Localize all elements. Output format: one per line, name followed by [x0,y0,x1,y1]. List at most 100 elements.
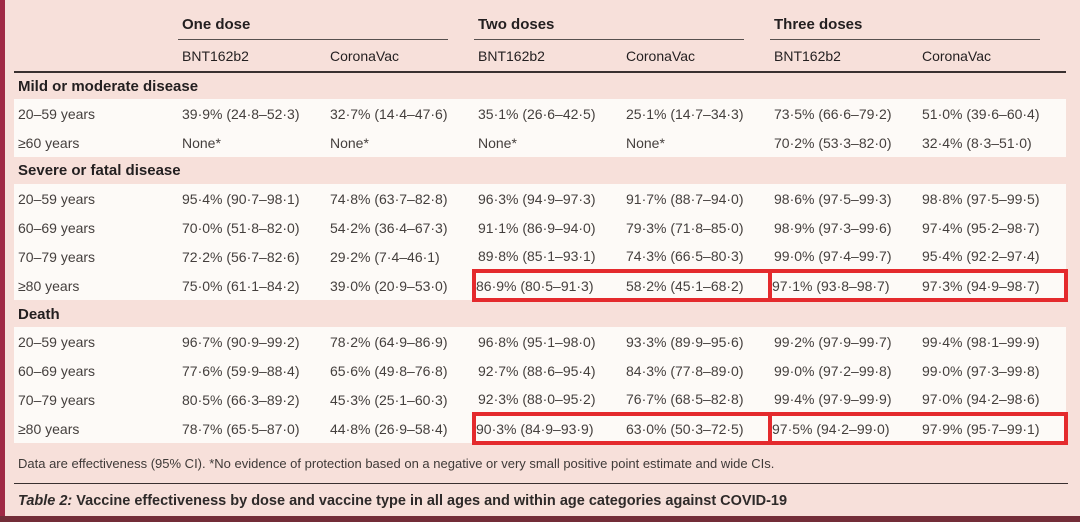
effectiveness-value-cell: 25·1% (14·7–34·3) [622,99,770,128]
effectiveness-value-cell: 95·4% (90·7–98·1) [178,184,326,213]
highlighted-effectiveness-value-cell: 63·0% (50·3–72·5) [622,412,772,445]
table-row: 20–59 years 39·9% (24·8–52·3) 32·7% (14·4–… [14,99,1066,128]
effectiveness-value-cell: 45·3% (25·1–60·3) [326,385,474,414]
col-group-two-doses: Two doses [474,0,770,40]
vaccine-name-header-row: BNT162b2 CoronaVac BNT162b2 CoronaVac BN… [14,40,1066,73]
vaccine-effectiveness-table: One dose Two doses Three doses BNT162b2 … [14,0,1068,445]
row-label-age-group: 60–69 years [14,213,178,242]
effectiveness-value-cell: 96·3% (94·9–97·3) [474,184,622,213]
effectiveness-value-cell: 39·0% (20·9–53·0) [326,271,474,300]
col-group-two-doses-label: Two doses [474,16,744,40]
table-row: ≥80 years 75·0% (61·1–84·2) 39·0% (20·9–53… [14,269,1068,302]
effectiveness-value-cell: 96·7% (90·9–99·2) [178,327,326,356]
effectiveness-value-cell: 92·3% (88·0–95·2) [474,385,622,414]
highlighted-effectiveness-value-cell: 58·2% (45·1–68·2) [622,269,772,302]
dose-group-header-row: One dose Two doses Three doses [14,0,1066,40]
col-group-one-dose: One dose [178,0,474,40]
section-header-row: Severe or fatal disease [14,157,1066,184]
effectiveness-value-cell: 72·2% (56·7–82·6) [178,242,326,271]
effectiveness-value-cell: None* [622,128,770,157]
caption-divider-rule [14,483,1068,484]
effectiveness-value-cell: 99·0% (97·4–99·7) [770,242,918,271]
table-row: 60–69 years 77·6% (59·9–88·4) 65·6% (49·8–… [14,356,1066,385]
caption-text: Vaccine effectiveness by dose and vaccin… [72,493,788,509]
col-header-coronavac: CoronaVac [918,40,1066,73]
row-label-age-group: 70–79 years [14,385,178,414]
col-group-three-doses-label: Three doses [770,16,1040,40]
effectiveness-value-cell: 70·0% (51·8–82·0) [178,213,326,242]
effectiveness-value-cell: 74·8% (63·7–82·8) [326,184,474,213]
effectiveness-value-cell: 89·8% (85·1–93·1) [474,242,622,271]
effectiveness-value-cell: 77·6% (59·9–88·4) [178,356,326,385]
effectiveness-value-cell: None* [178,128,326,157]
effectiveness-value-cell: 99·2% (97·9–99·7) [770,327,918,356]
table-row: 20–59 years 95·4% (90·7–98·1) 74·8% (63·7–… [14,184,1066,213]
effectiveness-value-cell: 74·3% (66·5–80·3) [622,242,770,271]
effectiveness-value-cell: None* [326,128,474,157]
highlighted-effectiveness-value-cell: 86·9% (80·5–91·3) [472,269,622,302]
effectiveness-value-cell: 73·5% (66·6–79·2) [770,99,918,128]
table-row: ≥80 years 78·7% (65·5–87·0) 44·8% (26·9–58… [14,412,1068,445]
effectiveness-value-cell: 39·9% (24·8–52·3) [178,99,326,128]
col-header-bnt162b2: BNT162b2 [474,40,622,73]
effectiveness-value-cell: None* [474,128,622,157]
effectiveness-value-cell: 70·2% (53·3–82·0) [770,128,918,157]
table-row: 20–59 years 96·7% (90·9–99·2) 78·2% (64·9–… [14,327,1066,356]
table-row: 70–79 years 72·2% (56·7–82·6) 29·2% (7·4–4… [14,242,1066,271]
effectiveness-value-cell: 95·4% (92·2–97·4) [918,242,1066,271]
left-accent-stripe [0,0,5,522]
effectiveness-value-cell: 98·9% (97·3–99·6) [770,213,918,242]
empty-corner-cell [14,0,178,40]
effectiveness-value-cell: 51·0% (39·6–60·4) [918,99,1066,128]
effectiveness-value-cell: 91·1% (86·9–94·0) [474,213,622,242]
col-header-coronavac: CoronaVac [622,40,770,73]
table-caption: Table 2: Vaccine effectiveness by dose a… [14,484,1068,509]
effectiveness-value-cell: 80·5% (66·3–89·2) [178,385,326,414]
row-label-age-group: 20–59 years [14,327,178,356]
caption-label: Table 2: [18,493,73,509]
effectiveness-value-cell: 99·4% (98·1–99·9) [918,327,1066,356]
row-label-age-group: ≥80 years [14,414,178,443]
row-label-age-group: 70–79 years [14,242,178,271]
table-row: 70–79 years 80·5% (66·3–89·2) 45·3% (25·1–… [14,385,1066,414]
table-row: 60–69 years 70·0% (51·8–82·0) 54·2% (36·4–… [14,213,1066,242]
effectiveness-value-cell: 99·0% (97·2–99·8) [770,356,918,385]
effectiveness-value-cell: 76·7% (68·5–82·8) [622,385,770,414]
row-label-age-group: 20–59 years [14,184,178,213]
col-group-one-dose-label: One dose [178,16,448,40]
col-header-bnt162b2: BNT162b2 [178,40,326,73]
effectiveness-value-cell: 29·2% (7·4–46·1) [326,242,474,271]
effectiveness-value-cell: 65·6% (49·8–76·8) [326,356,474,385]
effectiveness-value-cell: 32·7% (14·4–47·6) [326,99,474,128]
highlighted-effectiveness-value-cell: 97·5% (94·2–99·0) [768,412,918,445]
table-row: ≥60 years None* None* None* None* 70·2% (53·3… [14,128,1066,157]
section-header-row: Death [14,300,1066,327]
effectiveness-value-cell: 98·8% (97·5–99·5) [918,184,1066,213]
effectiveness-value-cell: 98·6% (97·5–99·3) [770,184,918,213]
section-title: Mild or moderate disease [18,77,199,95]
effectiveness-value-cell: 91·7% (88·7–94·0) [622,184,770,213]
col-group-three-doses: Three doses [770,0,1066,40]
effectiveness-value-cell: 92·7% (88·6–95·4) [474,356,622,385]
effectiveness-value-cell: 44·8% (26·9–58·4) [326,414,474,443]
effectiveness-value-cell: 93·3% (89·9–95·6) [622,327,770,356]
col-header-bnt162b2: BNT162b2 [770,40,918,73]
effectiveness-value-cell: 99·4% (97·9–99·9) [770,385,918,414]
empty-corner-cell [14,40,178,73]
effectiveness-value-cell: 75·0% (61·1–84·2) [178,271,326,300]
section-header-row: Mild or moderate disease [14,72,1066,99]
highlighted-effectiveness-value-cell: 97·1% (93·8–98·7) [768,269,918,302]
effectiveness-value-cell: 99·0% (97·3–99·8) [918,356,1066,385]
effectiveness-value-cell: 54·2% (36·4–67·3) [326,213,474,242]
highlighted-effectiveness-value-cell: 90·3% (84·9–93·9) [472,412,622,445]
effectiveness-value-cell: 84·3% (77·8–89·0) [622,356,770,385]
highlighted-effectiveness-value-cell: 97·3% (94·9–98·7) [918,269,1068,302]
section-title: Severe or fatal disease [18,162,181,179]
table-content-area: One dose Two doses Three doses BNT162b2 … [14,0,1068,516]
highlighted-effectiveness-value-cell: 97·9% (95·7–99·1) [918,412,1068,445]
effectiveness-value-cell: 35·1% (26·6–42·5) [474,99,622,128]
effectiveness-value-cell: 97·0% (94·2–98·6) [918,385,1066,414]
effectiveness-value-cell: 97·4% (95·2–98·7) [918,213,1066,242]
table-footnote: Data are effectiveness (95% CI). *No evi… [18,456,775,471]
